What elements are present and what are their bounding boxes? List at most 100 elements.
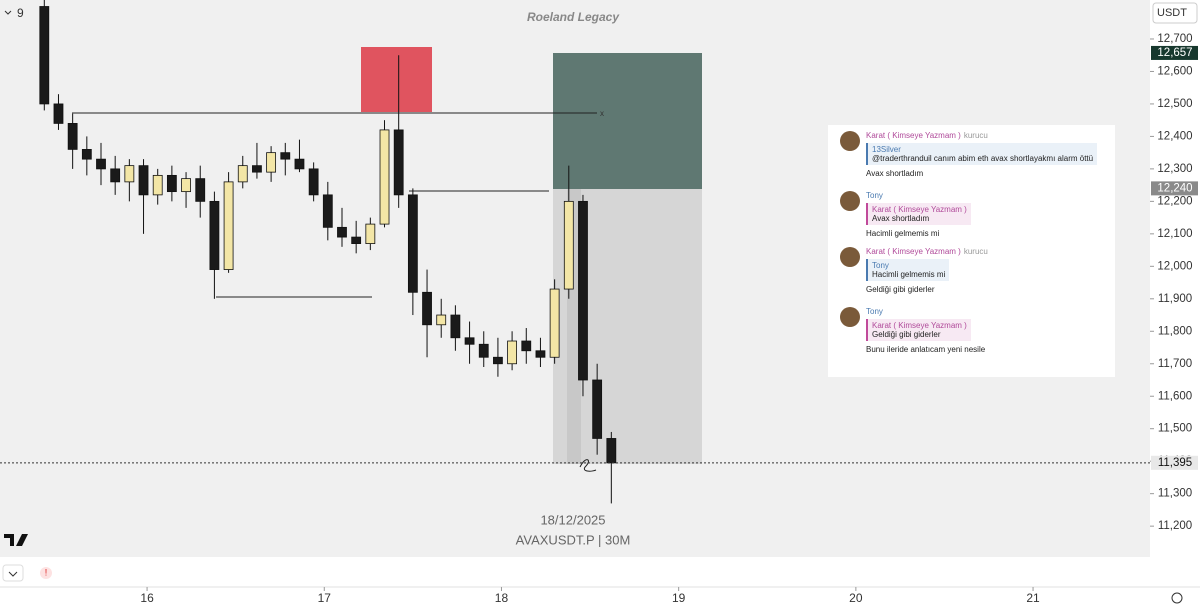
- price-tag-label: 12,240: [1157, 182, 1192, 194]
- y-tick-label: 12,200: [1157, 195, 1192, 207]
- message-text: Avax shortladım: [866, 169, 924, 178]
- currency-button[interactable]: [1152, 2, 1198, 24]
- y-tick-label: 12,000: [1157, 260, 1192, 272]
- interval-count[interactable]: 9: [17, 6, 24, 20]
- y-tick-label: 12,700: [1157, 33, 1192, 45]
- price-tag-label: 12,657: [1157, 47, 1192, 59]
- candle-body: [507, 340, 517, 365]
- reply-text: Avax shortladım: [872, 214, 930, 223]
- reply-author: Tony: [872, 261, 889, 270]
- candle-body: [39, 6, 50, 105]
- reply-text: @traderthranduil canım abim eth avax sho…: [872, 154, 1094, 163]
- y-tick-label: 12,100: [1157, 228, 1192, 240]
- candle-body: [266, 152, 277, 173]
- reply-text-row: Hacimli gelmemis mi: [872, 270, 945, 279]
- message-text: Bunu ileride anlatıcam yeni nesile: [866, 345, 986, 354]
- alpha-drawing: [579, 459, 597, 472]
- role: kurucu: [963, 131, 988, 140]
- chat-panel: Karat ( Kimseye Yazmam ) kurucu 13Silver @t…: [828, 125, 1115, 377]
- x-tick-label: 21: [1026, 591, 1040, 605]
- watermark: Roeland Legacy: [527, 10, 620, 24]
- candle-body: [606, 438, 617, 464]
- reply-quote: Karat ( Kimseye Yazmam ) Avax shortladım: [866, 203, 971, 225]
- y-tick-label: 12,500: [1157, 98, 1192, 110]
- reply-text: Geldiği gibi giderler: [872, 330, 941, 339]
- reply-text-row: @traderthranduil canım abim eth avax sho…: [872, 154, 1093, 163]
- reply-author-row: Karat ( Kimseye Yazmam ): [872, 321, 967, 330]
- candle-body: [407, 194, 418, 293]
- candle-body: [337, 226, 347, 238]
- y-tick-label: 11,900: [1158, 293, 1192, 305]
- candle-body: [563, 200, 574, 290]
- candle-body: [237, 165, 248, 183]
- chat-message: Karat ( Kimseye Yazmam ) kurucu Tony Haciml…: [838, 247, 1105, 298]
- candle-body: [379, 129, 390, 225]
- author-row: Karat ( Kimseye Yazmam ) kurucu: [866, 247, 1105, 256]
- text-row: Hacimli gelmemis mi: [866, 229, 1105, 238]
- settings-icon[interactable]: [1171, 592, 1183, 604]
- candle-body: [535, 350, 546, 358]
- role: kurucu: [963, 247, 988, 256]
- text-row: Bunu ileride anlatıcam yeni nesile: [866, 345, 1105, 354]
- chevron[interactable]: [8, 571, 18, 577]
- candle-body: [549, 288, 560, 358]
- alert-mark[interactable]: !: [45, 567, 48, 577]
- candle-body: [195, 178, 206, 202]
- collapse-button[interactable]: [2, 564, 24, 582]
- y-tick-label: 11,300: [1158, 488, 1192, 500]
- candle-body: [181, 178, 191, 193]
- x-tick-label: 18: [495, 591, 509, 605]
- y-tick-label: 11,600: [1158, 390, 1192, 402]
- reply-author-row: 13Silver: [872, 145, 1093, 154]
- logo: [4, 534, 28, 546]
- reply-author: Karat ( Kimseye Yazmam ): [872, 205, 967, 214]
- reply-quote: 13Silver @traderthranduil canım abim eth …: [866, 143, 1098, 165]
- avatar: [840, 307, 860, 327]
- y-tick-label: 11,800: [1158, 325, 1192, 337]
- alert-icon[interactable]: [40, 567, 52, 579]
- candle-body: [67, 123, 78, 150]
- x-tick-label: 19: [672, 591, 686, 605]
- x-tick-label: 17: [318, 591, 332, 605]
- axis-bg: [1150, 0, 1200, 557]
- target-zone: [553, 53, 702, 189]
- symbol-label: AVAXUSDT.P | 30M: [516, 532, 631, 547]
- currency[interactable]: USDT: [1157, 7, 1187, 19]
- candle-body: [493, 356, 503, 365]
- author: Tony: [866, 191, 883, 200]
- chat-message: Tony Karat ( Kimseye Yazmam ) Geldiği gibi…: [838, 307, 1105, 354]
- candle-body: [464, 337, 475, 345]
- y-tick-label: 11,700: [1158, 358, 1192, 370]
- reply-text: Hacimli gelmemis mi: [872, 270, 946, 279]
- supply-zone: [361, 47, 432, 112]
- avatar: [840, 131, 860, 151]
- reply-author: 13Silver: [872, 145, 901, 154]
- candle-body: [478, 343, 489, 358]
- message-text: Hacimli gelmemis mi: [866, 229, 940, 238]
- candle-body: [81, 148, 92, 160]
- candle-body: [280, 152, 291, 160]
- author: Tony: [866, 307, 883, 316]
- author-row: Karat ( Kimseye Yazmam ) kurucu: [866, 131, 1105, 140]
- reply-text-row: Geldiği gibi giderler: [872, 330, 967, 339]
- price-tag: [1151, 455, 1198, 470]
- chevron[interactable]: [4, 10, 12, 15]
- text-row: Geldiği gibi giderler: [866, 285, 1105, 294]
- message-text: Geldiği gibi giderler: [866, 285, 935, 294]
- candle-body: [393, 129, 404, 196]
- candle-body: [592, 379, 603, 439]
- author: Karat ( Kimseye Yazmam ): [866, 247, 961, 256]
- reply-text-row: Avax shortladım: [872, 214, 967, 223]
- candle-body: [436, 314, 447, 326]
- y-tick-label: 12,400: [1157, 130, 1192, 142]
- candle-body: [209, 200, 220, 270]
- date-label: 18/12/2025: [540, 512, 605, 527]
- candle-body: [96, 158, 106, 170]
- candle-body: [521, 340, 532, 352]
- avatar: [840, 247, 860, 267]
- author-row: Tony: [866, 307, 1105, 316]
- reply-quote: Tony Hacimli gelmemis mi: [866, 259, 950, 281]
- avatar: [840, 191, 860, 211]
- price-tag-label: 11,395: [1158, 457, 1192, 469]
